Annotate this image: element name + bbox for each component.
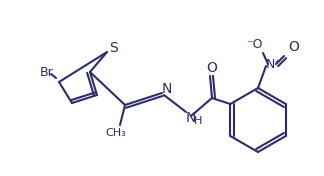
Text: ⁻O: ⁻O <box>246 37 262 51</box>
Text: N: N <box>162 82 172 96</box>
Text: O: O <box>207 61 217 75</box>
Text: O: O <box>289 40 299 54</box>
Text: S: S <box>109 41 117 55</box>
Text: Br: Br <box>40 65 54 78</box>
Text: N: N <box>186 111 196 125</box>
Text: H: H <box>194 116 202 126</box>
Text: N⁺: N⁺ <box>266 58 282 71</box>
Text: CH₃: CH₃ <box>106 128 126 138</box>
